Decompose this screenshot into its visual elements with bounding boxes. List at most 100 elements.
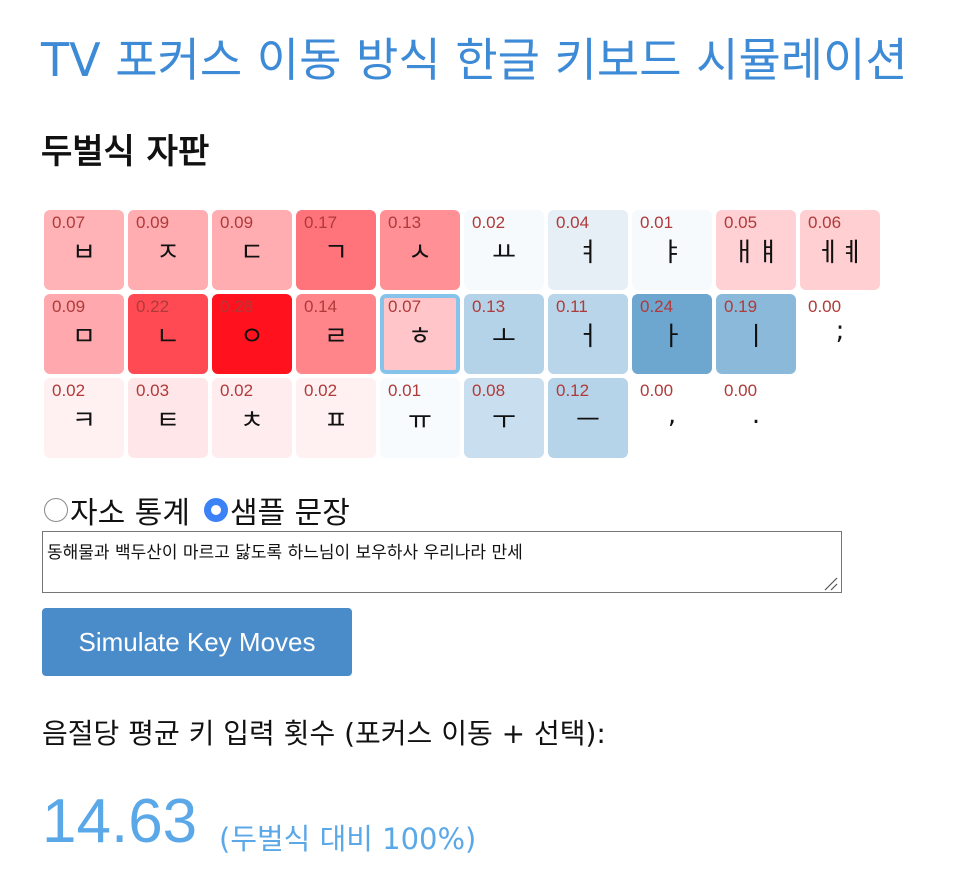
key-character: ㅏ (660, 322, 684, 352)
key-frequency-value: 0.13 (388, 213, 422, 232)
key-2-8[interactable]: 0.00. (716, 378, 796, 458)
key-0-1[interactable]: 0.09 ㅈ (128, 210, 208, 290)
key-character: ㅓ (576, 322, 600, 352)
key-frequency-value: 0.06 (808, 213, 842, 232)
key-frequency-value: 0.01 (640, 213, 674, 232)
key-frequency-value: 0.00 (640, 381, 674, 400)
keyboard-layout-title: 두벌식 자판 (41, 132, 210, 172)
key-frequency-value: 0.11 (556, 297, 588, 316)
key-0-2[interactable]: 0.09 ㄷ (212, 210, 292, 290)
key-0-0[interactable]: 0.07 ㅂ (44, 210, 124, 290)
key-frequency-value: 0.13 (472, 297, 506, 316)
key-frequency-value: 0.12 (556, 381, 590, 400)
key-character: ㅈ (156, 238, 180, 268)
key-frequency-value: 0.07 (52, 213, 86, 232)
key-character: ㅗ (492, 322, 516, 352)
key-character: ㅜ (492, 406, 516, 436)
keyboard-grid: 0.07 ㅂ 0.09 ㅈ 0.09 ㄷ 0.17 ㄱ 0.13 ㅅ 0.02 ㅛ 0.04 ㅕ 0.01 ㅑ… (44, 210, 884, 460)
resize-handle-icon[interactable] (822, 575, 838, 591)
key-character: ㅡ (576, 406, 600, 436)
key-2-3[interactable]: 0.02 ㅍ (296, 378, 376, 458)
key-1-2[interactable]: 0.28 ㅇ (212, 294, 292, 374)
key-frequency-value: 0.09 (136, 213, 170, 232)
mode-selector: 자소 통계 샘플 문장 (44, 492, 364, 531)
key-2-0[interactable]: 0.02 ㅋ (44, 378, 124, 458)
key-character: ㅔㅖ (816, 238, 864, 268)
key-character: ㄹ (324, 322, 348, 352)
key-frequency-value: 0.24 (640, 297, 674, 316)
key-1-9[interactable]: 0.00; (800, 294, 880, 374)
sample-sentence-textarea[interactable] (42, 531, 842, 593)
key-character: ㅍ (324, 406, 348, 436)
key-frequency-value: 0.22 (136, 297, 170, 316)
key-frequency-value: 0.00 (724, 381, 758, 400)
key-2-6[interactable]: 0.12 ㅡ (548, 378, 628, 458)
key-1-4[interactable]: 0.07 ㅎ (380, 294, 460, 374)
key-frequency-value: 0.19 (724, 297, 758, 316)
key-frequency-value: 0.02 (472, 213, 506, 232)
key-character: ㅠ (408, 406, 432, 436)
average-keystrokes-value: 14.63 (42, 787, 198, 856)
key-character: ㅅ (408, 238, 432, 268)
key-2-1[interactable]: 0.03 ㅌ (128, 378, 208, 458)
radio-sample-sentence-label[interactable]: 샘플 문장 (229, 496, 350, 531)
key-1-7[interactable]: 0.24 ㅏ (632, 294, 712, 374)
key-character: , (667, 400, 677, 430)
key-frequency-value: 0.28 (220, 297, 254, 316)
key-character: . (751, 400, 761, 430)
key-character: ㅊ (240, 406, 264, 436)
key-character: ㄷ (240, 238, 264, 268)
key-character: ㅋ (72, 406, 96, 436)
key-character: ㄱ (324, 238, 348, 268)
key-frequency-value: 0.14 (304, 297, 338, 316)
key-1-0[interactable]: 0.09 ㅁ (44, 294, 124, 374)
key-0-9[interactable]: 0.06 ㅔㅖ (800, 210, 880, 290)
key-1-3[interactable]: 0.14 ㄹ (296, 294, 376, 374)
key-1-1[interactable]: 0.22 ㄴ (128, 294, 208, 374)
key-frequency-value: 0.04 (556, 213, 590, 232)
key-2-5[interactable]: 0.08 ㅜ (464, 378, 544, 458)
key-frequency-value: 0.09 (52, 297, 86, 316)
key-character: ㅛ (492, 238, 516, 268)
key-0-5[interactable]: 0.02 ㅛ (464, 210, 544, 290)
page-title: TV 포커스 이동 방식 한글 키보드 시뮬레이션 (41, 33, 908, 87)
key-frequency-value: 0.01 (388, 381, 422, 400)
radio-jaso-stats-label[interactable]: 자소 통계 (70, 496, 190, 531)
average-keystrokes-label: 음절당 평균 키 입력 횟수 (포커스 이동 + 선택): (42, 717, 606, 750)
key-frequency-value: 0.03 (136, 381, 170, 400)
key-frequency-value: 0.05 (724, 213, 758, 232)
key-1-5[interactable]: 0.13 ㅗ (464, 294, 544, 374)
key-character: ㅌ (156, 406, 180, 436)
key-character: ; (835, 316, 845, 346)
simulate-key-moves-button[interactable]: Simulate Key Moves (42, 608, 352, 676)
key-2-2[interactable]: 0.02 ㅊ (212, 378, 292, 458)
key-1-8[interactable]: 0.19 ㅣ (716, 294, 796, 374)
key-character: ㅑ (660, 238, 684, 268)
key-frequency-value: 0.02 (52, 381, 86, 400)
key-frequency-value: 0.07 (388, 297, 422, 316)
key-character: ㅣ (744, 322, 768, 352)
key-frequency-value: 0.00 (808, 297, 842, 316)
comparison-ratio-text: (두벌식 대비 100%) (219, 822, 477, 856)
key-frequency-value: 0.02 (304, 381, 338, 400)
key-2-4[interactable]: 0.01 ㅠ (380, 378, 460, 458)
key-character: ㅎ (408, 322, 432, 352)
key-0-6[interactable]: 0.04 ㅕ (548, 210, 628, 290)
key-0-7[interactable]: 0.01 ㅑ (632, 210, 712, 290)
key-character: ㅐㅒ (732, 238, 780, 268)
key-0-3[interactable]: 0.17 ㄱ (296, 210, 376, 290)
key-0-8[interactable]: 0.05 ㅐㅒ (716, 210, 796, 290)
key-character: ㅂ (72, 238, 96, 268)
radio-sample-sentence[interactable] (203, 498, 228, 522)
key-frequency-value: 0.17 (304, 213, 338, 232)
key-character: ㄴ (156, 322, 180, 352)
key-frequency-value: 0.02 (220, 381, 254, 400)
radio-jaso-stats[interactable] (44, 498, 68, 522)
key-character: ㅕ (576, 238, 600, 268)
key-1-6[interactable]: 0.11 ㅓ (548, 294, 628, 374)
key-frequency-value: 0.08 (472, 381, 506, 400)
key-0-4[interactable]: 0.13 ㅅ (380, 210, 460, 290)
key-2-7[interactable]: 0.00, (632, 378, 712, 458)
key-character: ㅁ (72, 322, 96, 352)
